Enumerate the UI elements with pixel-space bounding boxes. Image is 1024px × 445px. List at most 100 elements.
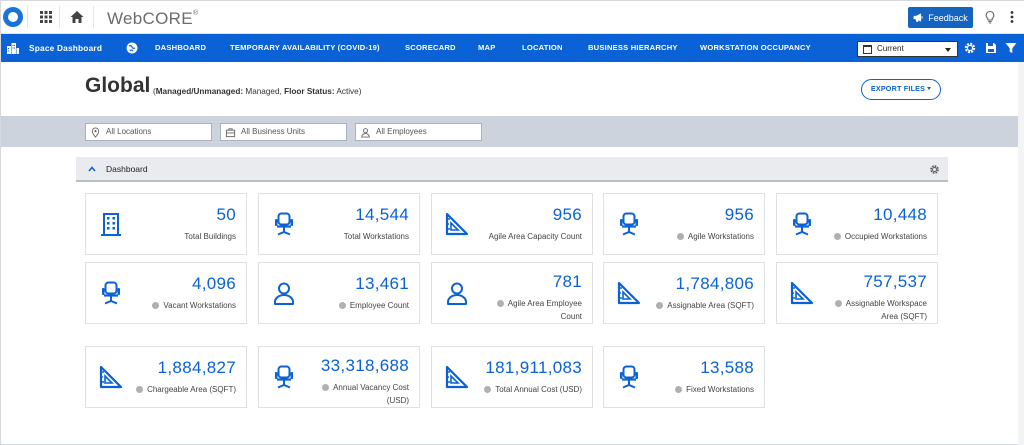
paren: ( xyxy=(153,87,156,96)
person-icon xyxy=(447,282,467,305)
info-icon[interactable] xyxy=(656,302,664,309)
kpi-card[interactable]: 13,461 Employee Count xyxy=(258,262,420,324)
lightbulb-icon[interactable] xyxy=(982,9,998,25)
nav-item-map[interactable]: MAP xyxy=(478,43,496,52)
filter-icon[interactable] xyxy=(1004,41,1018,55)
nav-item-location[interactable]: LOCATION xyxy=(522,43,563,52)
kpi-card[interactable]: 33,318,688 Annual Vacancy Cost (USD) xyxy=(258,346,420,408)
info-icon[interactable] xyxy=(496,300,504,307)
info-icon[interactable] xyxy=(834,300,842,307)
brand-mark: ® xyxy=(192,10,199,17)
info-icon[interactable] xyxy=(484,386,492,393)
info-icon[interactable] xyxy=(152,302,160,309)
chevron-down-icon xyxy=(945,48,951,52)
kpi-label: Annual Vacancy Cost (USD) xyxy=(322,381,409,407)
kpi-value: 781 xyxy=(552,272,582,291)
kpi-card[interactable]: 10,448 Occupied Workstations xyxy=(776,193,938,255)
period-select-value: Current xyxy=(877,44,904,53)
kpi-label: Chargeable Area (SQFT) xyxy=(136,383,236,396)
vertical-scrollbar[interactable] xyxy=(1018,62,1024,445)
kpi-label: Agile Workstations xyxy=(676,230,754,243)
location-filter-input[interactable]: All Locations xyxy=(85,123,212,141)
nav-item-workstation-occupancy[interactable]: WORKSTATION OCCUPANCY xyxy=(700,43,811,52)
business-unit-filter-input[interactable]: All Business Units xyxy=(220,123,347,141)
kpi-label-text-line2: Count xyxy=(560,312,582,321)
save-icon[interactable] xyxy=(984,41,998,55)
employee-filter-value: All Employees xyxy=(376,127,427,136)
brand-text: WebCORE xyxy=(107,9,193,28)
nav-item-dashboard[interactable]: DASHBOARD xyxy=(155,43,207,52)
kpi-card[interactable]: 1,784,806 Assignable Area (SQFT) xyxy=(603,262,765,324)
home-icon[interactable] xyxy=(69,9,85,25)
kpi-label-text: Fixed Workstations xyxy=(686,385,754,394)
kpi-card[interactable]: 757,537 Assignable Workspace Area (SQFT) xyxy=(776,262,938,324)
period-select[interactable]: Current xyxy=(857,41,958,57)
divider xyxy=(59,6,60,28)
info-icon[interactable] xyxy=(833,233,841,240)
kpi-label-text: Assignable Workspace xyxy=(845,299,927,308)
megaphone-icon xyxy=(913,13,923,22)
info-icon[interactable] xyxy=(136,386,144,393)
person-icon xyxy=(274,282,294,305)
nav-item-scorecard[interactable]: SCORECARD xyxy=(405,43,456,52)
page-title: Global xyxy=(85,74,151,97)
info-icon[interactable] xyxy=(675,386,683,393)
settings-gear-icon[interactable] xyxy=(963,41,977,55)
kpi-label: Assignable Area (SQFT) xyxy=(656,299,754,312)
kpi-value: 956 xyxy=(552,205,582,224)
kpi-value: 13,588 xyxy=(700,358,754,377)
export-files-button[interactable]: EXPORT FILES xyxy=(861,79,941,100)
kpi-label-text: Total Buildings xyxy=(184,232,236,241)
kpi-card[interactable]: 50 Total Buildings xyxy=(85,193,247,255)
kpi-value: 33,318,688 xyxy=(320,356,409,375)
section-settings-gear-icon[interactable] xyxy=(929,164,940,175)
nav-item-business-hierarchy[interactable]: BUSINESS HIERARCHY xyxy=(588,43,678,52)
chair-icon xyxy=(275,212,293,236)
top-bar: WebCORE® Feedback xyxy=(1,1,1024,34)
kpi-label: Agile Area Employee Count xyxy=(496,297,582,323)
kpi-card[interactable]: 4,096 Vacant Workstations xyxy=(85,262,247,324)
kpi-card[interactable]: 1,884,827 Chargeable Area (SQFT) xyxy=(85,346,247,408)
kpi-label: Total Annual Cost (USD) xyxy=(484,383,582,396)
kpi-value: 14,544 xyxy=(355,205,409,224)
kpi-label-text: Agile Workstations xyxy=(687,232,754,241)
kpi-card[interactable]: 956 Agile Workstations xyxy=(603,193,765,255)
kpi-card[interactable]: 781 Agile Area Employee Count xyxy=(431,262,593,324)
kpi-card[interactable]: 956 Agile Area Capacity Count xyxy=(431,193,593,255)
dashboard-section-header[interactable]: Dashboard xyxy=(76,157,948,182)
divider xyxy=(27,6,28,28)
kpi-label: Fixed Workstations xyxy=(675,383,754,396)
employee-filter-input[interactable]: All Employees xyxy=(355,123,482,141)
kpi-card[interactable]: 181,911,083 Total Annual Cost (USD) xyxy=(431,346,593,408)
triangle-ruler-icon xyxy=(445,212,469,236)
kpi-label-text-line2: (USD) xyxy=(386,396,409,405)
info-icon[interactable] xyxy=(676,233,684,240)
chair-icon xyxy=(620,212,638,236)
nav-item-temporary-availability[interactable]: TEMPORARY AVAILABILITY (COVID-19) xyxy=(230,43,380,52)
export-files-label: EXPORT FILES xyxy=(870,84,926,93)
filter-key-floor-status: Floor Status: xyxy=(284,87,335,96)
location-filter-value: All Locations xyxy=(106,127,152,136)
map-pin-icon xyxy=(91,127,100,138)
kpi-label-text: Agile Area Employee xyxy=(507,299,582,308)
kpi-card[interactable]: 14,544 Total Workstations xyxy=(258,193,420,255)
company-logo-icon[interactable] xyxy=(3,7,23,27)
more-vertical-icon[interactable] xyxy=(1004,9,1020,25)
building-icon xyxy=(101,213,121,236)
triangle-ruler-icon xyxy=(617,281,641,305)
chevron-up-icon[interactable] xyxy=(88,165,96,173)
triangle-ruler-icon xyxy=(790,281,814,305)
app-grid-icon[interactable] xyxy=(38,9,54,25)
section-title: Dashboard xyxy=(106,164,148,174)
info-icon[interactable] xyxy=(338,302,346,309)
kpi-value: 956 xyxy=(724,205,754,224)
kpi-label: Employee Count xyxy=(338,299,409,312)
globe-icon[interactable] xyxy=(125,41,139,55)
kpi-label-text: Annual Vacancy Cost xyxy=(333,383,409,392)
kpi-card[interactable]: 13,588 Fixed Workstations xyxy=(603,346,765,408)
info-icon[interactable] xyxy=(322,384,330,391)
feedback-button[interactable]: Feedback xyxy=(908,7,973,28)
kpi-value: 4,096 xyxy=(191,274,236,293)
person-icon xyxy=(361,128,370,138)
